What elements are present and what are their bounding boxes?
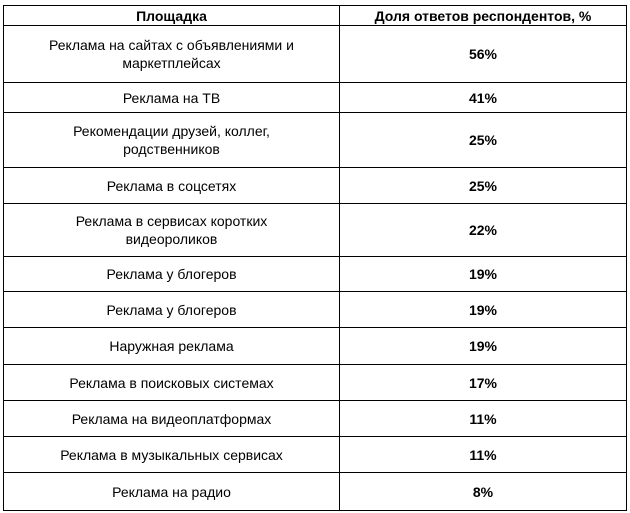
platform-cell: Реклама на радио [3,472,340,511]
table-row: Рекомендации друзей, коллег, родственник… [3,112,627,168]
platform-cell: Рекомендации друзей, коллег, родственник… [3,112,340,168]
platform-cell: Реклама на видеоплатформах [3,400,340,437]
share-cell: 41% [339,82,627,113]
table-row: Реклама в сервисах коротких видеороликов… [3,203,627,257]
table-row: Реклама у блогеров 19% [3,291,627,328]
data-table: Площадка Доля ответов респондентов, % Ре… [3,5,627,511]
table-row: Реклама в поисковых системах 17% [3,364,627,401]
share-cell: 8% [339,472,627,511]
table-row: Наружная реклама 19% [3,327,627,365]
share-cell: 25% [339,112,627,168]
platform-cell: Наружная реклама [3,327,340,365]
share-cell: 19% [339,256,627,292]
table-row: Реклама на радио 8% [3,472,627,511]
share-cell: 56% [339,25,627,83]
share-cell: 22% [339,203,627,257]
platform-cell: Реклама на ТВ [3,82,340,113]
table-body: Реклама на сайтах с объявлениями и марке… [3,25,627,511]
table-row: Реклама на видеоплатформах 11% [3,400,627,437]
header-row: Площадка Доля ответов респондентов, % [3,5,627,26]
header-cell: Доля ответов респондентов, % [339,5,627,26]
table-row: Реклама на ТВ 41% [3,82,627,113]
platform-cell: Реклама в соцсетях [3,167,340,204]
platform-cell: Реклама у блогеров [3,256,340,292]
table-row: Реклама на сайтах с объявлениями и марке… [3,25,627,83]
header-cell: Площадка [3,5,340,26]
share-cell: 25% [339,167,627,204]
platform-cell: Реклама у блогеров [3,291,340,328]
platform-cell: Реклама в поисковых системах [3,364,340,401]
share-cell: 17% [339,364,627,401]
platform-cell: Реклама в музыкальных сервисах [3,436,340,473]
platform-cell: Реклама в сервисах коротких видеороликов [3,203,340,257]
share-cell: 19% [339,291,627,328]
table-row: Реклама в соцсетях 25% [3,167,627,204]
platform-cell: Реклама на сайтах с объявлениями и марке… [3,25,340,83]
share-cell: 11% [339,400,627,437]
share-cell: 11% [339,436,627,473]
table-row: Реклама у блогеров 19% [3,256,627,292]
table-row: Реклама в музыкальных сервисах 11% [3,436,627,473]
share-cell: 19% [339,327,627,365]
